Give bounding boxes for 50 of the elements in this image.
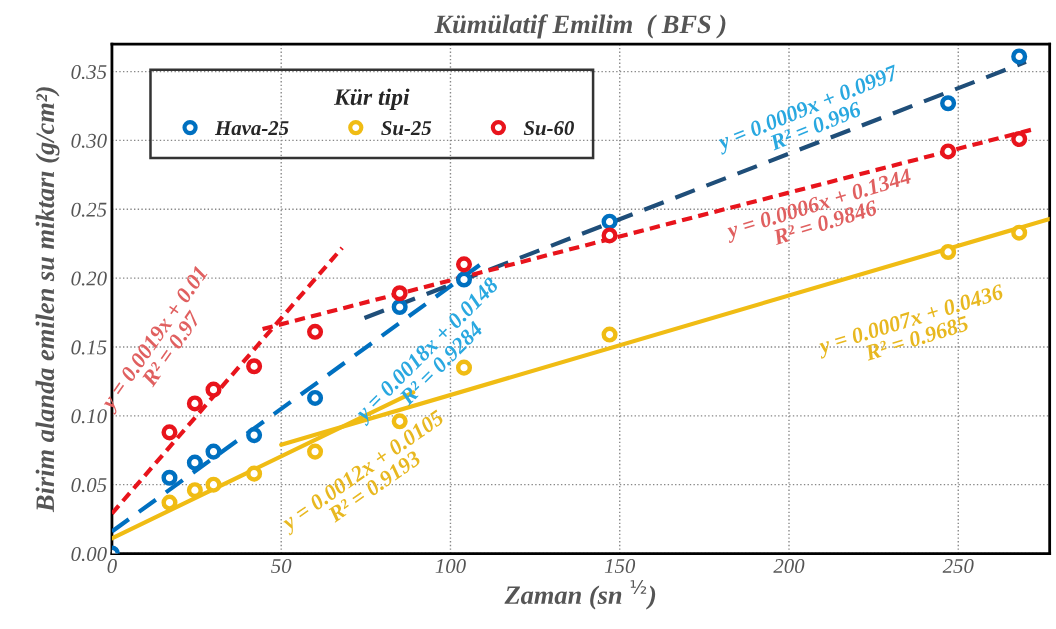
y-tick-label: 0.20 — [71, 271, 107, 286]
point — [161, 469, 178, 486]
point — [1011, 48, 1028, 65]
point — [246, 465, 263, 482]
legend-label: Su-25 — [381, 121, 432, 136]
point — [455, 256, 473, 273]
x-tick-label: 150 — [604, 558, 636, 574]
x-tick-label: 250 — [942, 558, 974, 574]
point — [307, 389, 324, 406]
point — [601, 326, 618, 343]
annotation: y = 0.0007x + 0.0436 R² = 0.9685 — [815, 283, 1006, 361]
point — [205, 443, 222, 460]
y-tick-label: 0.25 — [71, 202, 107, 217]
y-tick-label: 0.00 — [71, 546, 107, 562]
point — [1011, 224, 1028, 241]
x-tick-label: 50 — [271, 558, 292, 574]
point — [940, 95, 957, 112]
legend-label: Su-60 — [523, 121, 574, 136]
y-tick-label: 0.15 — [71, 340, 107, 355]
point — [391, 285, 408, 302]
point — [186, 482, 203, 499]
point — [1011, 131, 1028, 148]
point — [307, 323, 324, 340]
point — [161, 424, 178, 441]
annotation: y = 0.0009x + 0.0997 R² = 0.996 — [714, 64, 902, 155]
point — [940, 143, 957, 160]
point — [601, 213, 618, 230]
point — [186, 395, 203, 412]
x-tick-label: 100 — [435, 558, 466, 574]
legend-label: Hava-25 — [214, 121, 289, 136]
point — [391, 299, 408, 316]
x-tick-label: 0 — [107, 558, 117, 574]
point — [246, 358, 263, 375]
y-tick-label: 0.05 — [71, 478, 107, 493]
annotation: y = 0.0006x + 0.1344 R² = 0.9846 — [723, 168, 914, 246]
x-tick-label: 200 — [773, 558, 805, 574]
point — [940, 243, 957, 260]
legend-title: Kür tipi — [333, 88, 410, 110]
y-tick-label: 0.35 — [71, 64, 107, 80]
point — [205, 476, 222, 493]
chart-title: Kümülatif Emilim ( BFS ) — [434, 14, 726, 39]
point — [186, 454, 203, 471]
point — [205, 381, 222, 398]
point — [161, 494, 178, 511]
y-axis-title: Birim alanda emilen su miktarı (g/cm²) — [35, 87, 60, 513]
point — [246, 427, 263, 444]
y-tick-label: 0.30 — [71, 133, 107, 148]
x-axis-title: Zaman (sn $^{½}$) — [504, 580, 656, 610]
point — [307, 443, 324, 460]
point — [601, 227, 618, 244]
